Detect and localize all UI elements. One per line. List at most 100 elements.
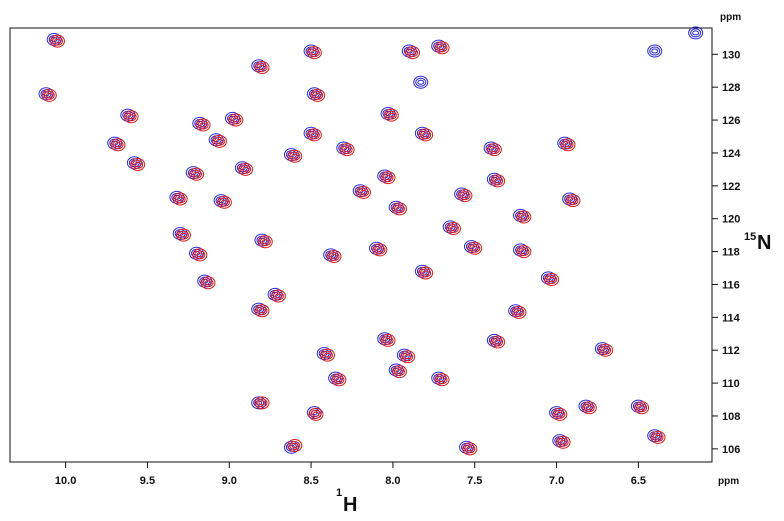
peak-contour (384, 175, 392, 181)
peak-contour (185, 166, 201, 180)
peak-contour (176, 196, 184, 202)
peak-contour (650, 430, 666, 444)
peak-contour (407, 48, 419, 58)
peak-contour (461, 193, 469, 199)
peak-contour (283, 440, 299, 454)
peak-contour (511, 305, 527, 319)
peak-contour (391, 202, 407, 216)
peak-contour (230, 115, 242, 125)
peak-contour (384, 337, 392, 343)
peak-contour (258, 400, 266, 406)
peak-contour (208, 133, 224, 147)
peak-contour (420, 268, 432, 278)
peak-contour (228, 113, 244, 127)
peak-contour (359, 189, 367, 195)
peak-contour (401, 44, 417, 58)
peak-contour (402, 352, 414, 362)
peak-contour (464, 444, 476, 454)
peak-contour (339, 143, 355, 157)
peak-contour (454, 187, 470, 201)
peak-contour (125, 112, 137, 122)
peak-contour (598, 343, 614, 357)
peak-contour (431, 371, 447, 385)
peak-contour (283, 148, 299, 162)
peak-contour (200, 276, 216, 290)
peak-contour (564, 142, 572, 148)
peak-contour (175, 228, 191, 242)
peak-contour (562, 140, 574, 150)
peak-contour (445, 222, 461, 236)
peak-contour (261, 239, 269, 245)
peak-contour (255, 400, 263, 406)
peak-contour (380, 333, 396, 347)
peak-contour (306, 128, 322, 142)
peak-contour (242, 166, 250, 172)
peak-contour (490, 335, 506, 349)
peak-contour (341, 145, 353, 155)
peak-contour (172, 226, 188, 240)
peak-contour (400, 350, 416, 364)
peak-contour (336, 141, 352, 155)
peak-contour (319, 348, 335, 362)
peak-contour (199, 122, 207, 128)
peak-contour (634, 401, 650, 415)
peak-contour (110, 138, 126, 152)
peak-contour (557, 136, 573, 150)
peak-contour (488, 145, 500, 155)
x-axis-title-superscript: 1 (336, 487, 342, 499)
peak-contour (323, 248, 339, 262)
peak-contour (308, 407, 324, 421)
peak-contour (204, 280, 212, 286)
peak-contour (306, 406, 322, 420)
peak-contour (518, 212, 530, 222)
peak-contour (422, 270, 430, 276)
peak-contour (387, 112, 395, 118)
peak-contour (272, 291, 284, 301)
peak-contour (404, 354, 412, 360)
peak-contour (310, 409, 322, 419)
peak-contour (396, 348, 412, 362)
peak-contour (516, 210, 532, 224)
peak-contour (431, 39, 447, 53)
peak-contour (688, 26, 704, 40)
peak-contour (449, 226, 457, 232)
peak-contour (552, 407, 568, 421)
peak-contour (654, 434, 662, 440)
x-axis-ticks: 10.0 9.5 9.0 8.5 8.0 7.5 7.0 6.5 (55, 462, 646, 487)
peak-contour (647, 44, 663, 58)
peak-contour (520, 214, 528, 220)
peak-contour (434, 373, 450, 387)
peak-contour (414, 126, 430, 140)
peak-marks (38, 26, 704, 456)
peak-contour (382, 173, 394, 183)
x-tick-label: 7.0 (549, 475, 564, 487)
peak-contour (306, 87, 322, 101)
peak-contour (211, 134, 227, 148)
peak-contour (391, 365, 407, 379)
peak-contour (174, 194, 186, 204)
peak-contour (240, 164, 252, 174)
peak-contour (127, 114, 135, 120)
peak-contour (651, 48, 659, 54)
peak-contour (418, 266, 434, 280)
peak-contour (567, 196, 579, 206)
peak-contour (556, 411, 564, 417)
peak-contour (546, 275, 558, 285)
peak-contour (388, 200, 404, 214)
peak-contour (197, 120, 209, 130)
peak-contour (287, 149, 303, 163)
peak-contour (289, 151, 301, 161)
peak-contour (53, 38, 61, 44)
x-tick-label: 8.5 (303, 475, 318, 487)
peak-contour (310, 132, 318, 138)
peak-contour (267, 287, 283, 301)
x-tick-label: 9.5 (140, 475, 155, 487)
peak-contour (251, 302, 267, 316)
peak-contour (540, 271, 556, 285)
peak-contour (251, 396, 267, 410)
peak-contour (256, 62, 268, 72)
peak-contour (126, 156, 142, 170)
peak-contour (191, 169, 203, 179)
peak-contour (415, 77, 427, 87)
